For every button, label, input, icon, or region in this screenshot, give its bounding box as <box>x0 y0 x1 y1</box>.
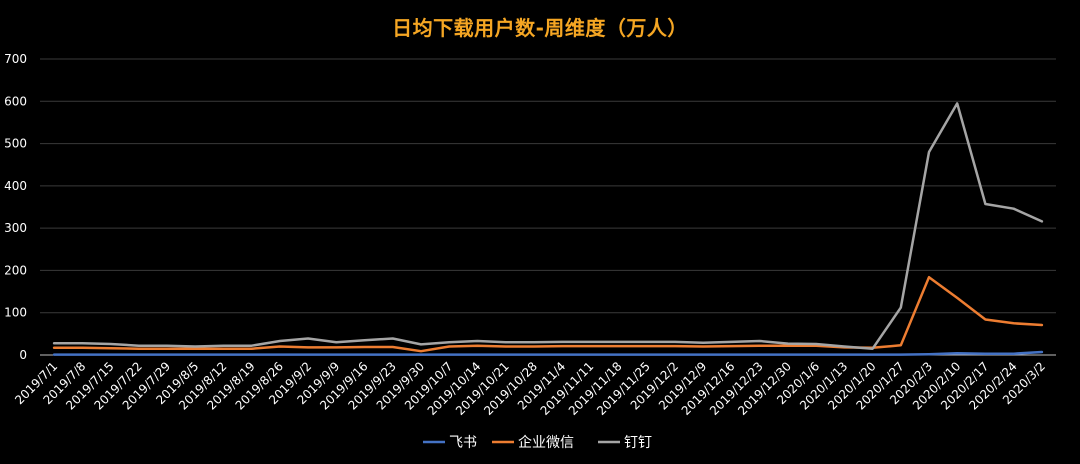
y-tick-label: 300 <box>4 221 27 235</box>
legend-label: 飞书 <box>449 435 477 451</box>
y-tick-label: 100 <box>4 306 27 320</box>
series-line-2 <box>52 275 1044 353</box>
y-tick-label: 0 <box>19 348 27 362</box>
legend-label: 企业微信 <box>518 434 574 451</box>
y-tick-label: 700 <box>4 52 27 66</box>
y-tick-label: 500 <box>4 137 27 151</box>
y-tick-label: 400 <box>4 179 27 193</box>
series-line-1 <box>52 350 1044 356</box>
chart-title: 日均下载用户数-周维度（万人） <box>392 16 688 40</box>
legend-label: 钉钉 <box>624 435 652 451</box>
y-tick-label: 600 <box>4 94 27 108</box>
series-line-3 <box>52 102 1044 350</box>
y-tick-label: 200 <box>4 263 27 277</box>
